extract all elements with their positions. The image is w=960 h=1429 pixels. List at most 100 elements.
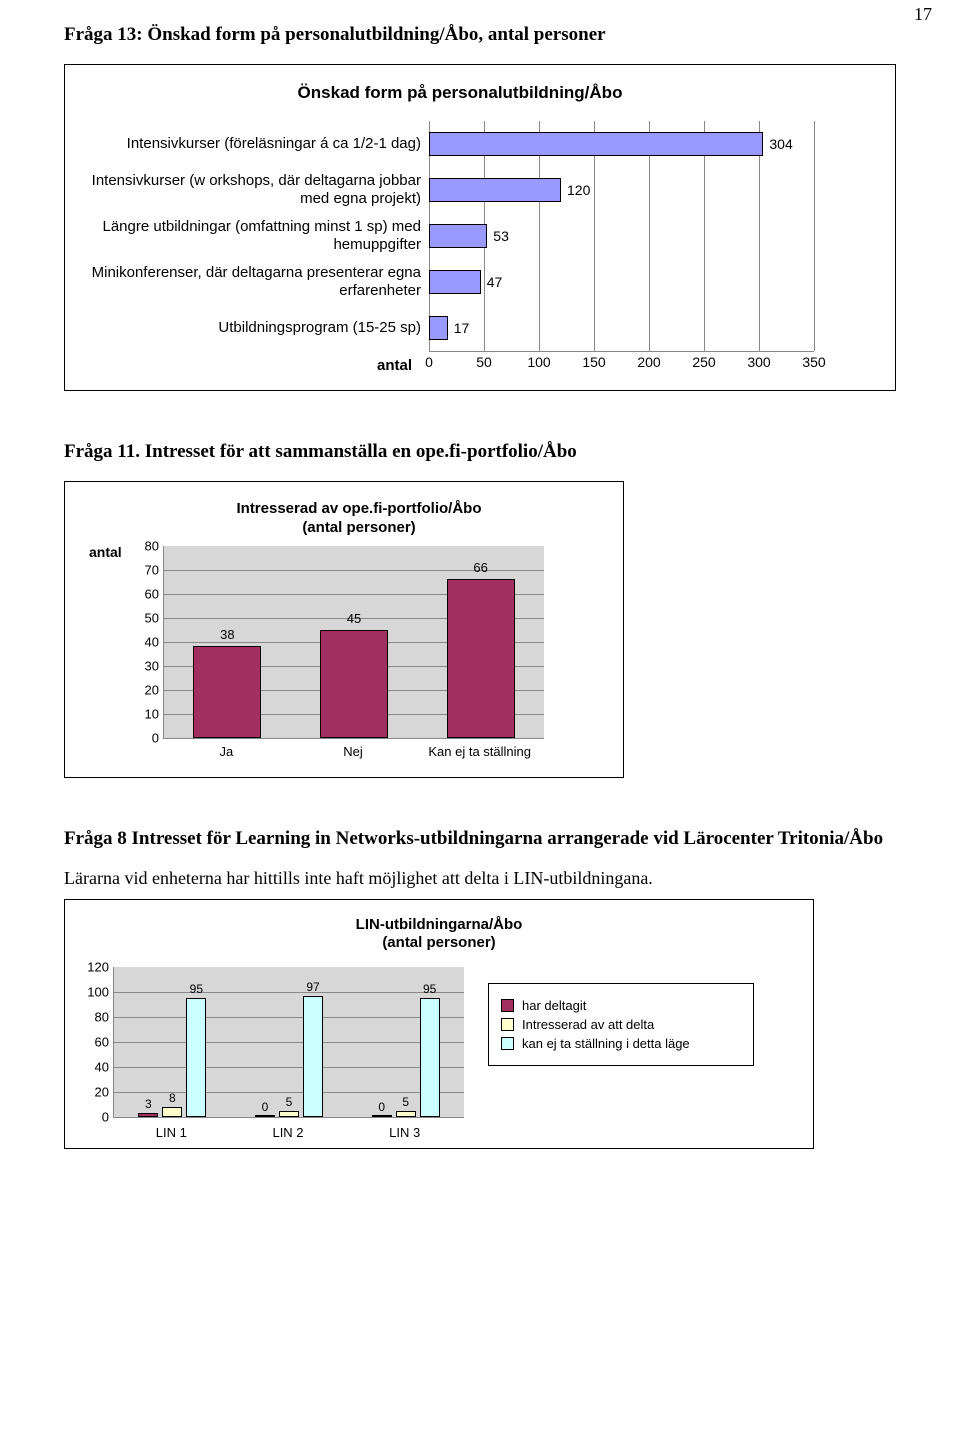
chart1-bar [429, 316, 448, 340]
section3-heading: Fråga 8 Intresset för Learning in Networ… [64, 828, 896, 850]
chart1-category-labels: Intensivkurser (föreläsningar á ca 1/2-1… [89, 121, 429, 372]
chart1-bar [429, 132, 763, 156]
chart2-y-tick-label: 80 [145, 538, 159, 553]
chart2-y-tick-label: 60 [145, 586, 159, 601]
chart2-plot: 384566 [163, 546, 544, 739]
chart2-y-tick-label: 10 [145, 706, 159, 721]
chart1-category-label: Intensivkurser (föreläsningar á ca 1/2-1… [89, 121, 429, 167]
chart1-gridline [814, 121, 815, 351]
chart3-y-tick-label: 120 [87, 960, 109, 975]
chart3-value-label: 0 [378, 1100, 385, 1114]
chart2-value-label: 45 [347, 611, 361, 626]
chart3-bar [420, 998, 440, 1117]
chart3-gridline [114, 1042, 464, 1043]
chart1-value-label: 53 [493, 228, 509, 244]
chart3-legend-label: har deltagit [522, 998, 586, 1013]
chart3-bar [186, 998, 206, 1117]
chart3-value-label: 5 [286, 1095, 293, 1109]
chart3-bar [372, 1115, 392, 1117]
chart2-x-tick-label: Ja [163, 744, 290, 759]
chart3-y-ticks: 020406080100120 [79, 963, 113, 1121]
chart3-y-tick-label: 60 [95, 1035, 109, 1050]
chart3-y-tick-label: 100 [87, 985, 109, 1000]
chart3-box: LIN-utbildningarna/Åbo(antal personer) 0… [64, 899, 814, 1150]
chart3-legend-item: har deltagit [501, 998, 741, 1013]
page: 17 Fråga 13: Önskad form på personalutbi… [0, 0, 960, 1169]
chart2-bar [447, 579, 515, 737]
chart3-value-label: 8 [169, 1091, 176, 1105]
chart2-y-label: antal [89, 542, 135, 740]
chart3-y-tick-label: 80 [95, 1010, 109, 1025]
chart3-bar [396, 1111, 416, 1117]
chart3-value-label: 3 [145, 1097, 152, 1111]
chart3-plot: 3 8 95 0 5 97 0 5 95 [113, 967, 464, 1118]
chart2-title: Intresserad av ope.fi-portfolio/Åbo(anta… [89, 500, 599, 538]
chart1-value-label: 304 [769, 136, 792, 152]
section3-body: Lärarna vid enheterna har hittills inte … [64, 868, 896, 889]
chart1-x-tick-label: 100 [527, 354, 550, 370]
chart2-y-tick-label: 50 [145, 610, 159, 625]
chart1-box: Önskad form på personalutbildning/Åbo In… [64, 64, 896, 391]
chart3-legend: har deltagit Intresserad av att delta kan … [488, 983, 754, 1066]
chart1: Intensivkurser (föreläsningar á ca 1/2-1… [89, 121, 871, 372]
chart3-y-tick-label: 20 [95, 1085, 109, 1100]
chart2-value-label: 66 [473, 560, 487, 575]
chart1-x-tick-label: 150 [582, 354, 605, 370]
chart2-x-tick-label: Nej [290, 744, 417, 759]
chart3-value-label: 95 [423, 982, 436, 996]
chart3-bar [255, 1115, 275, 1117]
chart1-category-label: Längre utbildningar (omfattning minst 1 … [89, 213, 429, 259]
chart2-y-tick-label: 70 [145, 562, 159, 577]
chart3-bar [162, 1107, 182, 1117]
chart2-y-tick-label: 30 [145, 658, 159, 673]
chart2-y-tick-label: 20 [145, 682, 159, 697]
chart3-bar [303, 996, 323, 1117]
chart2-bar [320, 630, 388, 738]
chart3-x-ticks: LIN 1LIN 2LIN 3 [113, 1125, 463, 1140]
chart1-x-tick-label: 350 [802, 354, 825, 370]
chart3-bar [138, 1113, 158, 1117]
chart1-value-label: 120 [567, 182, 590, 198]
chart3-legend-label: Intresserad av att delta [522, 1017, 654, 1032]
page-number: 17 [914, 4, 932, 25]
chart2-x-tick-label: Kan ej ta ställning [416, 744, 543, 759]
chart1-x-tick-label: 50 [476, 354, 492, 370]
chart1-bar [429, 224, 487, 248]
chart2-y-ticks: 01020304050607080 [135, 542, 163, 740]
chart1-value-label: 17 [454, 320, 470, 336]
chart2-bar [193, 646, 261, 737]
chart2-y-tick-label: 0 [152, 730, 159, 745]
chart1-category-label: Utbildningsprogram (15-25 sp) [89, 305, 429, 351]
chart3-value-label: 0 [262, 1100, 269, 1114]
chart2-box: Intresserad av ope.fi-portfolio/Åbo(anta… [64, 481, 624, 778]
chart3-legend-swatch [501, 1037, 514, 1050]
chart3-gridline [114, 1017, 464, 1018]
chart3-gridline [114, 1092, 464, 1093]
section1-heading: Fråga 13: Önskad form på personalutbildn… [64, 24, 896, 46]
chart3: 020406080100120 389505970595 har deltagi… [79, 963, 799, 1121]
chart1-bar [429, 270, 481, 294]
chart3-legend-swatch [501, 1018, 514, 1031]
chart3-value-label: 95 [190, 982, 203, 996]
chart3-value-label: 97 [306, 980, 319, 994]
chart3-y-tick-label: 40 [95, 1060, 109, 1075]
chart1-x-tick-label: 250 [692, 354, 715, 370]
chart3-title: LIN-utbildningarna/Åbo(antal personer) [79, 916, 799, 954]
section2-heading: Fråga 11. Intresset för att sammanställa… [64, 441, 896, 463]
chart1-x-tick-label: 200 [637, 354, 660, 370]
chart3-legend-item: kan ej ta ställning i detta läge [501, 1036, 741, 1051]
chart1-category-label: Minikonferenser, där deltagarna presente… [89, 259, 429, 305]
chart3-x-tick-label: LIN 2 [230, 1125, 347, 1140]
chart1-value-label: 47 [487, 274, 503, 290]
chart1-x-label: antal [377, 357, 412, 374]
chart3-x-tick-label: LIN 1 [113, 1125, 230, 1140]
chart1-bar [429, 178, 561, 202]
chart3-legend-swatch [501, 999, 514, 1012]
chart3-value-label: 5 [402, 1095, 409, 1109]
chart3-bar [279, 1111, 299, 1117]
chart1-category-label: Intensivkurser (w orkshops, där deltagar… [89, 167, 429, 213]
chart2-x-ticks: JaNejKan ej ta ställning [163, 744, 543, 759]
chart2-y-tick-label: 40 [145, 634, 159, 649]
chart1-x-tick-label: 300 [747, 354, 770, 370]
chart2: antal 01020304050607080 384566 [89, 542, 599, 740]
